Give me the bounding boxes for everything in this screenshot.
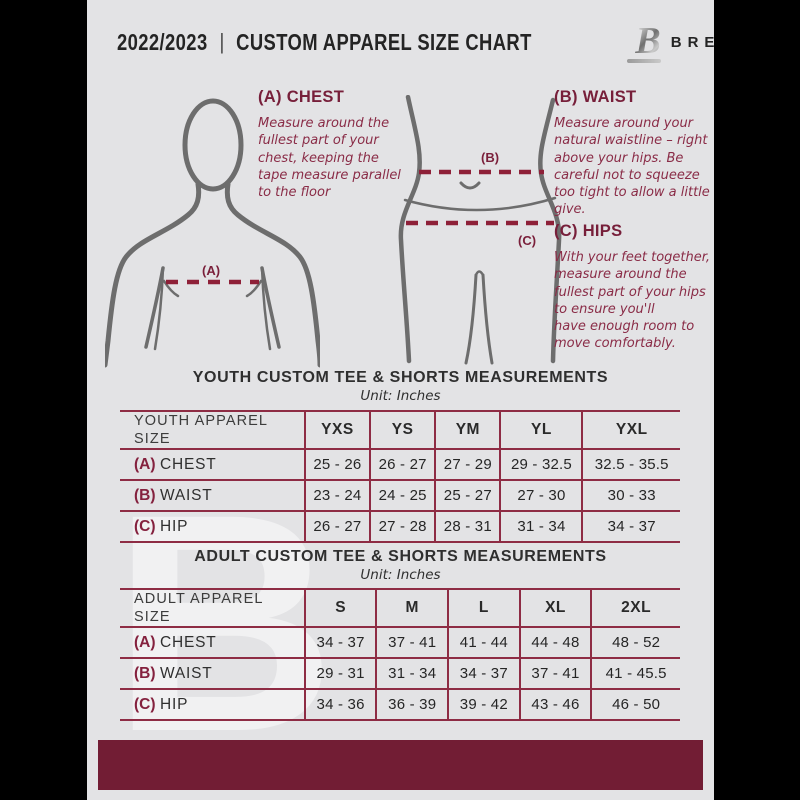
- measure-label: CHEST: [159, 455, 217, 473]
- chest-guide: (A) CHEST Measure around the fullest par…: [258, 88, 406, 201]
- size-cell: 46 - 50: [612, 695, 661, 713]
- size-cell: 25 - 26: [313, 455, 362, 473]
- waist-hips-diagram: (B) (C): [398, 95, 562, 365]
- adult-apparel-size-label: ADULT APPAREL SIZE: [134, 591, 264, 625]
- size-cell: 44 - 48: [531, 633, 580, 651]
- size-cell: 26 - 27: [378, 455, 427, 473]
- measure-key: (A): [134, 455, 156, 473]
- size-cell: 39 - 42: [459, 695, 508, 713]
- size-col-yxl: YXL: [615, 421, 648, 438]
- table-row: (C) HIP 34 - 36 36 - 39 39 - 42 43 - 46 …: [120, 689, 680, 720]
- size-cell: 34 - 37: [607, 517, 656, 535]
- size-cell: 29 - 32.5: [510, 455, 572, 473]
- hips-diagram-label: (C): [518, 233, 536, 248]
- measure-label: WAIST: [159, 664, 213, 682]
- hips-guide: (C) HIPS With your feet together, measur…: [554, 222, 714, 353]
- size-cell: 25 - 27: [443, 486, 492, 504]
- season-label: 2022/2023: [117, 28, 208, 55]
- size-cell: 31 - 34: [517, 517, 566, 535]
- waist-guide-heading: (B) WAIST: [554, 88, 637, 106]
- adult-table-title: ADULT CUSTOM TEE & SHORTS MEASUREMENTS: [194, 548, 607, 565]
- chest-guide-heading: (A) CHEST: [258, 88, 345, 106]
- measure-key: (A): [134, 633, 156, 651]
- footer-bar: [98, 740, 703, 790]
- size-col-2xl: 2XL: [621, 599, 652, 616]
- size-cell: 34 - 37: [316, 633, 365, 651]
- chest-guide-text: Measure around the fullest part of your …: [258, 116, 401, 201]
- size-cell: 41 - 45.5: [605, 664, 667, 682]
- measure-key: (C): [134, 517, 156, 535]
- size-cell: 24 - 25: [378, 486, 427, 504]
- size-cell: 32.5 - 35.5: [594, 455, 669, 473]
- waist-guide-text: Measure around your natural waistline – …: [554, 116, 710, 218]
- page-title: 2022/2023 | CUSTOM APPAREL SIZE CHART: [117, 29, 532, 56]
- size-cell: 37 - 41: [531, 664, 580, 682]
- size-cell: 36 - 39: [388, 695, 437, 713]
- table-row: (A) CHEST 25 - 26 26 - 27 27 - 29 29 - 3…: [120, 449, 680, 480]
- measure-label: HIP: [159, 695, 189, 713]
- size-cell: 34 - 36: [316, 695, 365, 713]
- hips-guide-heading: (C) HIPS: [554, 222, 623, 240]
- size-cell: 23 - 24: [313, 486, 362, 504]
- torso-chest-diagram: (A): [105, 98, 320, 368]
- size-col-m: M: [405, 599, 419, 616]
- measure-label: WAIST: [159, 486, 213, 504]
- brand-name: BREAKAWAY: [670, 33, 714, 51]
- size-col-ym: YM: [455, 421, 480, 438]
- size-col-s: S: [335, 599, 347, 616]
- adult-table-unit: Unit: Inches: [360, 567, 441, 583]
- youth-size-table: YOUTH APPAREL SIZE YXS YS YM YL YXL (A) …: [120, 410, 680, 543]
- measure-key: (B): [134, 664, 156, 682]
- table-row: (C) HIP 26 - 27 27 - 28 28 - 31 31 - 34 …: [120, 511, 680, 542]
- measure-key: (B): [134, 486, 156, 504]
- size-cell: 27 - 28: [378, 517, 427, 535]
- size-cell: 41 - 44: [459, 633, 508, 651]
- page-header: 2022/2023 | CUSTOM APPAREL SIZE CHART B …: [87, 20, 714, 64]
- hips-guide-text: With your feet together, measure around …: [554, 250, 711, 352]
- size-chart-page: B 2022/2023 | CUSTOM APPAREL SIZE CHART …: [87, 0, 714, 800]
- size-col-yxs: YXS: [321, 421, 354, 438]
- waist-diagram-label: (B): [481, 150, 499, 165]
- measure-label: CHEST: [159, 633, 217, 651]
- size-cell: 29 - 31: [316, 664, 365, 682]
- waist-guide: (B) WAIST Measure around your natural wa…: [554, 88, 712, 219]
- chart-title: CUSTOM APPAREL SIZE CHART: [236, 28, 532, 55]
- title-divider: |: [219, 29, 225, 54]
- size-cell: 27 - 29: [443, 455, 492, 473]
- brand-block: B BREAKAWAY: [627, 22, 714, 63]
- size-col-ys: YS: [391, 421, 414, 438]
- size-col-xl: XL: [545, 599, 566, 616]
- table-header-row: ADULT APPAREL SIZE S M L XL 2XL: [120, 589, 680, 627]
- size-cell: 26 - 27: [313, 517, 362, 535]
- size-cell: 30 - 33: [607, 486, 656, 504]
- youth-apparel-size-label: YOUTH APPAREL SIZE: [134, 413, 268, 447]
- measure-label: HIP: [159, 517, 189, 535]
- adult-size-table: ADULT APPAREL SIZE S M L XL 2XL (A) CHES…: [120, 588, 680, 721]
- size-cell: 34 - 37: [459, 664, 508, 682]
- size-cell: 27 - 30: [517, 486, 566, 504]
- size-cell: 31 - 34: [388, 664, 437, 682]
- chest-diagram-label: (A): [202, 263, 220, 278]
- youth-table-unit: Unit: Inches: [360, 388, 441, 404]
- table-row: (B) WAIST 29 - 31 31 - 34 34 - 37 37 - 4…: [120, 658, 680, 689]
- watermark-b-letter: B: [112, 449, 336, 796]
- size-cell: 37 - 41: [388, 633, 437, 651]
- size-col-yl: YL: [531, 421, 552, 438]
- size-cell: 43 - 46: [531, 695, 580, 713]
- table-row: (A) CHEST 34 - 37 37 - 41 41 - 44 44 - 4…: [120, 627, 680, 658]
- size-cell: 48 - 52: [612, 633, 661, 651]
- youth-table-title: YOUTH CUSTOM TEE & SHORTS MEASUREMENTS: [192, 369, 609, 386]
- size-cell: 28 - 31: [443, 517, 492, 535]
- table-row: (B) WAIST 23 - 24 24 - 25 25 - 27 27 - 3…: [120, 480, 680, 511]
- breakaway-logo-icon: B: [627, 22, 662, 63]
- table-header-row: YOUTH APPAREL SIZE YXS YS YM YL YXL: [120, 411, 680, 449]
- logo-underline: [627, 58, 662, 63]
- size-col-l: L: [478, 599, 489, 616]
- measure-key: (C): [134, 695, 156, 713]
